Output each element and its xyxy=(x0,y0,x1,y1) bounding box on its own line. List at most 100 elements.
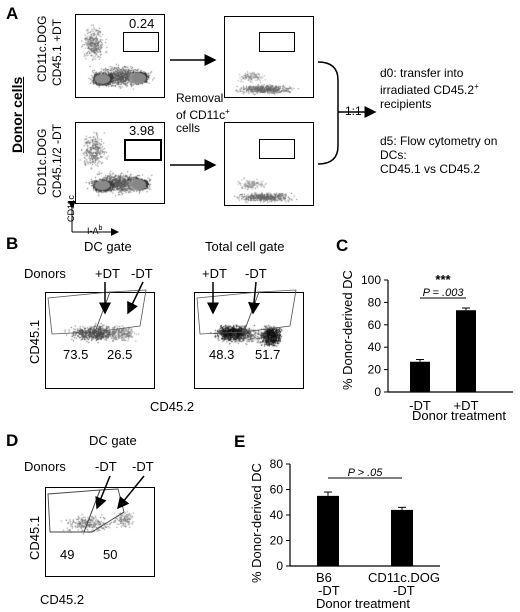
removal-line-1: Removal xyxy=(176,91,224,105)
d5-line-2: CD45.1 vs CD45.2 xyxy=(380,162,481,176)
d-donors-label: Donors xyxy=(24,459,66,474)
bar-1 xyxy=(410,361,430,392)
e-x-axis-label: Donor treatment xyxy=(316,596,410,611)
y-tick-label: 60 xyxy=(368,318,382,332)
panel-e-letter: E xyxy=(234,432,246,451)
gate-box-top-right xyxy=(259,32,295,52)
d0-line-3: recipients xyxy=(380,97,432,111)
a-axis-x-base: I-A xyxy=(87,226,99,236)
c-x-axis-label: Donor treatment xyxy=(412,408,506,423)
b-x-axis-label: CD45.2 xyxy=(150,399,195,414)
gate-box-top-left xyxy=(123,32,159,52)
y-tick-label: 0 xyxy=(276,559,283,573)
y-tick-label: 80 xyxy=(368,295,382,309)
p-value-label: P = .003 xyxy=(423,287,465,299)
e-cat2-line2: -DT xyxy=(393,583,415,598)
removal-sup: + xyxy=(225,107,230,116)
flow-plot-top-left xyxy=(75,14,165,98)
flow-density-bottom-left xyxy=(76,123,164,203)
flow-density-top-left xyxy=(76,15,164,97)
significance-stars: *** xyxy=(435,272,451,287)
bracket xyxy=(317,61,339,165)
b-dc-gate-right xyxy=(94,289,147,333)
d0-text: d0: transfer into irradiated CD45.2+ rec… xyxy=(380,66,479,111)
panel-c-letter: C xyxy=(336,236,349,255)
panel-d-letter: D xyxy=(6,431,19,450)
y-tick-label: 20 xyxy=(270,534,284,548)
b-total-right-value: 51.7 xyxy=(255,347,281,362)
panel-e-chart: 0 20 40 60 80 P > .05 xyxy=(270,457,440,573)
d-title: DC gate xyxy=(89,433,137,448)
flow-density-bottom-right xyxy=(225,123,313,205)
d0-line-1: d0: transfer into xyxy=(380,66,464,80)
removal-line-3: cells xyxy=(176,121,201,135)
ratio-label: 1:1 xyxy=(345,104,362,118)
panel-c-chart: 0 20 40 60 80 100 -DT +DT ***P = .003 xyxy=(361,272,513,413)
flow-plot-bottom-left xyxy=(75,122,165,204)
e-cat2-line1: CD11c.DOG xyxy=(368,570,440,585)
removal-text: Removal of CD11c+ cells xyxy=(176,92,230,135)
bar-1 xyxy=(317,495,339,566)
d-arrow-right xyxy=(117,475,145,510)
d-x-axis-label: CD45.2 xyxy=(40,592,85,607)
y-tick-label: 40 xyxy=(270,508,284,522)
c-y-axis-label: % Donor-derived DC xyxy=(340,270,355,390)
d-left-dt: -DT xyxy=(95,459,117,474)
a-axis-x-label: I-Ab xyxy=(87,224,102,236)
b-total-gate-title: Total cell gate xyxy=(205,239,285,254)
b-total-gate-right xyxy=(243,289,297,333)
panel-b-letter: B xyxy=(6,234,19,253)
bar-2 xyxy=(391,509,413,566)
d0-sup: + xyxy=(474,82,479,91)
d5-line-1: d5: Flow cytometry on DCs: xyxy=(380,134,498,162)
y-tick-label: 20 xyxy=(368,363,382,377)
flow-plot-top-right xyxy=(224,16,314,98)
b-total-gate-left xyxy=(196,291,260,335)
x-tick-label-2: +DT xyxy=(454,398,479,413)
d5-text: d5: Flow cytometry on DCs: CD45.1 vs CD4… xyxy=(380,134,520,176)
b-dc-arrow-minus xyxy=(127,281,144,315)
d-y-axis-label: CD45.1 xyxy=(27,515,42,560)
b-dc-gate-title: DC gate xyxy=(84,239,132,254)
y-tick-label: 0 xyxy=(374,385,381,399)
b-dc-plus-dt: +DT xyxy=(95,266,120,281)
a-axis-x-sup: b xyxy=(98,225,103,232)
e-cat1-line1: B6 xyxy=(316,570,332,585)
b-total-arrow-minus xyxy=(248,281,260,315)
y-tick-label: 80 xyxy=(270,457,284,471)
e-cat1-line2: -DT xyxy=(318,583,340,598)
d-right-value: 50 xyxy=(103,547,118,562)
panel-b-gates xyxy=(47,281,297,335)
gate-box-bottom-left xyxy=(124,139,162,161)
p-value-label: P > .05 xyxy=(348,467,384,479)
y-tick-label: 100 xyxy=(361,273,381,287)
b-donors-label: Donors xyxy=(24,266,66,281)
y-tick-label: 60 xyxy=(270,483,284,497)
b-dc-right-value: 26.5 xyxy=(107,347,133,362)
panel-a-arrows xyxy=(68,54,377,236)
b-dc-gate-left xyxy=(47,291,111,335)
gate-box-bottom-right xyxy=(259,139,295,159)
y-tick-label: 40 xyxy=(368,340,382,354)
x-tick-label-1: -DT xyxy=(409,398,431,413)
d0-line-2: irradiated CD45.2+ xyxy=(380,82,479,97)
removal-line-2: of CD11c+ xyxy=(176,107,230,122)
panel-d-gates xyxy=(47,475,145,533)
b-y-axis-label: CD45.1 xyxy=(27,319,42,364)
d-gate-right xyxy=(83,488,125,533)
b-dc-minus-dt: -DT xyxy=(131,266,153,281)
b-total-minus-dt: -DT xyxy=(245,266,267,281)
b-total-plus-dt: +DT xyxy=(202,266,227,281)
bottom-gate-value: 3.98 xyxy=(129,123,155,138)
top-gate-value: 0.24 xyxy=(129,16,155,31)
e-y-axis-label: % Donor-derived DC xyxy=(249,463,264,583)
panel-a-letter: A xyxy=(6,4,19,23)
b-dc-left-value: 73.5 xyxy=(63,347,89,362)
d-right-dt: -DT xyxy=(132,459,154,474)
d-left-value: 49 xyxy=(60,547,75,562)
flow-density-top-right xyxy=(225,17,313,97)
flow-plot-bottom-right xyxy=(224,122,314,206)
bar-2 xyxy=(456,310,476,392)
d-arrow-left xyxy=(95,475,111,510)
b-total-left-value: 48.3 xyxy=(209,347,235,362)
